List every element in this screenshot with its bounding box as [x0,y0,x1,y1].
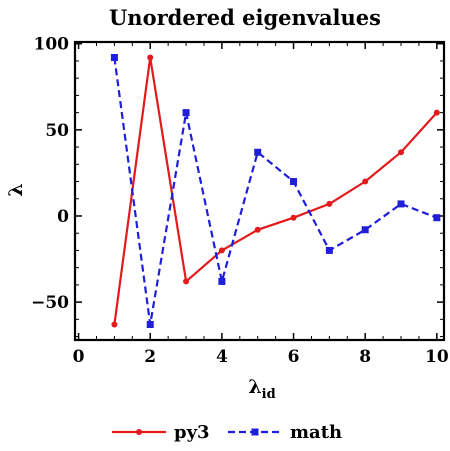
point-py3 [290,214,297,221]
legend-label-math: math [290,422,342,443]
point-math [110,54,118,62]
point-py3 [362,178,369,185]
tick-labels: 0 2 4 6 8 10 100 50 0 −50 [31,35,449,367]
x-tick-label: 0 [73,347,85,367]
series-line-math [113,57,438,326]
series-py3 [111,54,440,328]
point-math [325,246,333,254]
y-tick-label: 0 [57,207,69,227]
point-math [146,320,154,328]
y-tick-label: −50 [31,293,69,313]
x-axis-label: λid [248,376,275,402]
axis-ticks [75,42,444,340]
x-tick-label: 6 [288,347,300,367]
x-tick-label: 8 [359,347,371,367]
x-tick-label: 2 [144,347,156,367]
point-py3 [398,149,405,156]
series-math [110,54,441,328]
legend: py3 math [112,422,342,443]
point-math [433,214,441,222]
point-py3 [147,54,154,61]
point-py3 [111,321,118,328]
chart-title: Unordered eigenvalues [109,5,381,30]
y-tick-label: 100 [34,35,70,55]
legend-marker-math [251,428,259,436]
point-math [397,200,405,208]
point-math [182,109,190,117]
point-py3 [433,109,440,116]
point-math [254,148,262,156]
point-math [218,277,226,285]
legend-item-py3: py3 [112,422,210,443]
series-layer [110,54,441,328]
series-line-py3 [113,56,438,325]
y-axis-label: λ [5,183,27,196]
x-tick-label: 4 [216,347,228,367]
point-math [290,178,298,186]
point-py3 [183,278,190,285]
plot-frame [73,40,446,342]
legend-marker-py3 [136,429,142,435]
legend-item-math: math [228,422,342,443]
y-tick-label: 50 [45,121,69,141]
x-tick-label: 10 [425,347,449,367]
point-math [361,226,369,234]
legend-label-py3: py3 [174,422,210,443]
point-py3 [254,226,261,233]
plot-border [73,40,446,342]
point-py3 [326,200,333,207]
x-axis-label-sub: id [262,387,276,402]
x-axis-label-main: λ [248,376,261,398]
point-py3 [218,247,225,254]
